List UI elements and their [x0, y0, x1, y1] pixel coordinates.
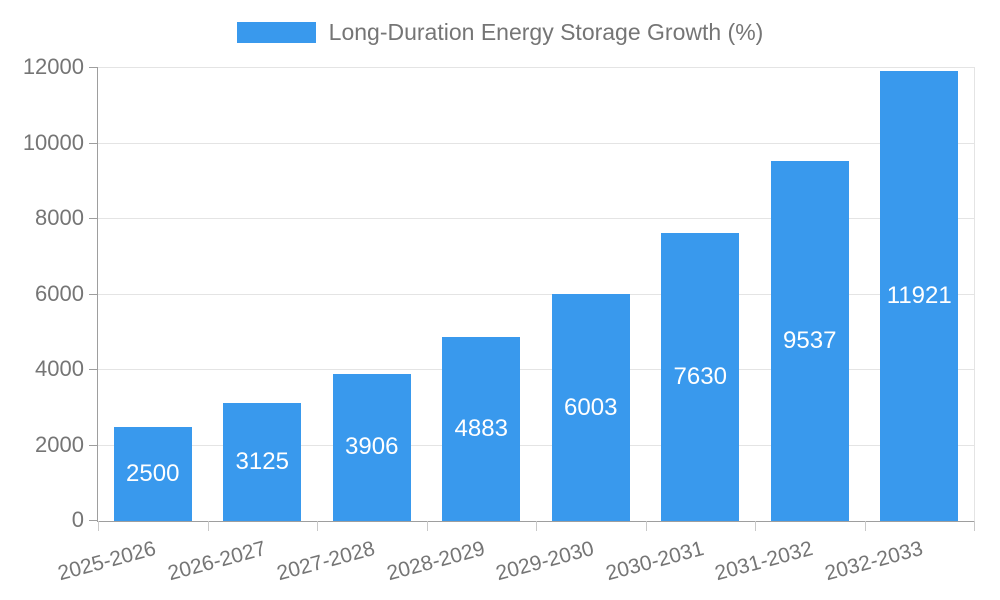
bar-value-label: 9537 — [783, 326, 837, 354]
bar: 11921 — [880, 70, 959, 521]
y-tick — [89, 369, 97, 370]
y-axis-label: 2000 — [35, 431, 84, 457]
gridline — [98, 142, 974, 144]
y-tick — [89, 67, 97, 68]
plot-area: 0 2000 4000 6000 8000 10000 12000 2500 3125 3906 4… — [23, 54, 975, 585]
y-tick — [89, 218, 97, 219]
legend: Long-Duration Energy Storage Growth (%) — [0, 19, 1000, 46]
y-tick — [89, 293, 97, 295]
y-axis-label: 4000 — [35, 356, 84, 381]
bar: 2500 — [113, 426, 192, 521]
bar-value-label: 7630 — [673, 362, 727, 390]
x-axis-label: 2027-2028 — [274, 537, 378, 586]
x-axis-label: 2029-2030 — [493, 537, 597, 586]
legend-swatch-icon — [236, 22, 316, 43]
y-axis-label: 10000 — [22, 129, 84, 155]
y-tick — [89, 142, 97, 144]
gridline — [98, 293, 974, 295]
x-tick — [864, 521, 866, 531]
y-axis-label: 12000 — [22, 54, 84, 79]
x-tick — [755, 521, 756, 531]
y-tick — [89, 520, 97, 521]
gridline — [98, 218, 974, 219]
y-axis-label: 0 — [71, 507, 84, 532]
bar: 7630 — [661, 232, 740, 521]
x-axis-label: 2026-2027 — [165, 537, 269, 586]
x-axis-label: 2032-2033 — [822, 537, 926, 586]
bar: 3125 — [223, 403, 302, 521]
bar: 4883 — [442, 336, 521, 521]
x-tick — [426, 521, 428, 531]
x-tick — [645, 521, 647, 531]
y-tick — [89, 444, 97, 446]
bar-value-label: 3125 — [235, 448, 289, 476]
bar-value-label: 3906 — [345, 433, 399, 461]
x-axis-label: 2028-2029 — [384, 537, 488, 586]
bar-value-label: 2500 — [126, 459, 180, 487]
x-tick — [536, 521, 537, 531]
gridline — [98, 444, 974, 446]
bar-value-label: 6003 — [564, 393, 618, 421]
y-axis-label: 8000 — [35, 205, 84, 230]
gridline — [98, 67, 974, 68]
bar: 6003 — [551, 294, 630, 521]
x-tick — [974, 521, 975, 531]
bar: 9537 — [770, 160, 849, 521]
bar-value-label: 11921 — [886, 281, 952, 309]
x-tick — [317, 521, 318, 531]
x-axis-label: 2025-2026 — [55, 537, 159, 586]
gridline — [98, 369, 974, 370]
x-tick — [207, 521, 209, 531]
y-axis-label: 6000 — [35, 280, 84, 306]
x-axis-label: 2030-2031 — [603, 537, 707, 586]
bar-value-label: 4883 — [454, 414, 508, 442]
bar: 3906 — [332, 373, 411, 521]
x-tick — [98, 521, 99, 531]
x-axis-label: 2031-2032 — [712, 537, 816, 586]
legend-label: Long-Duration Energy Storage Growth (%) — [328, 19, 764, 45]
